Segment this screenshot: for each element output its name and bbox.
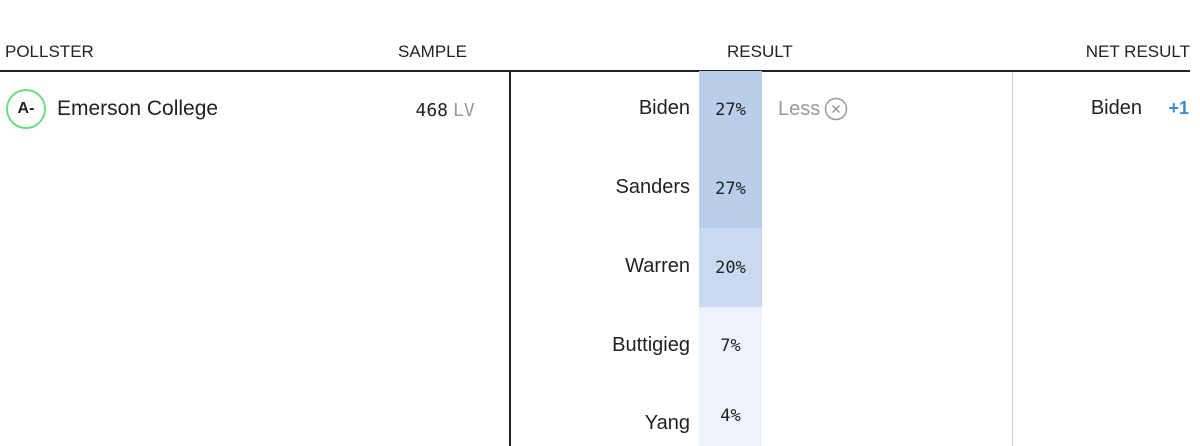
result-cell: 27% <box>699 71 762 149</box>
toggle-label: Less <box>778 97 821 120</box>
pollster-name: Emerson College <box>57 97 219 120</box>
candidate: Biden <box>638 97 690 119</box>
close-icon <box>825 97 848 121</box>
result-cell: 4% <box>699 385 762 446</box>
grade: A- <box>17 100 35 117</box>
net-margin: +1 <box>1168 98 1189 118</box>
sample-size: 468 <box>415 100 448 121</box>
candidate: Warren <box>625 255 690 277</box>
result-pct: 4% <box>720 405 741 426</box>
header-net-result: NET RESULT <box>1085 42 1190 61</box>
header-pollster: POLLSTER <box>5 42 94 61</box>
result-pct: 20% <box>715 257 746 278</box>
candidate: Sanders <box>615 176 691 198</box>
result-cell: 27% <box>699 149 762 228</box>
result-cell: 7% <box>699 307 762 385</box>
header-sample: SAMPLE <box>398 42 467 61</box>
result-pct: 7% <box>720 336 741 356</box>
candidate: Buttigieg <box>612 334 690 356</box>
divider <box>1012 72 1013 446</box>
result-cell: 20% <box>699 228 762 307</box>
result-pct: 27% <box>715 178 746 199</box>
less-toggle[interactable]: Less <box>778 97 848 121</box>
header-rule <box>0 70 1190 72</box>
net-leader: Biden <box>1090 97 1142 119</box>
header-result: RESULT <box>727 42 793 61</box>
candidate: Yang <box>644 412 690 434</box>
result-pct: 27% <box>715 100 746 120</box>
sample-type: LV <box>453 100 475 121</box>
divider <box>509 72 511 446</box>
grade-badge: A- <box>6 89 46 129</box>
